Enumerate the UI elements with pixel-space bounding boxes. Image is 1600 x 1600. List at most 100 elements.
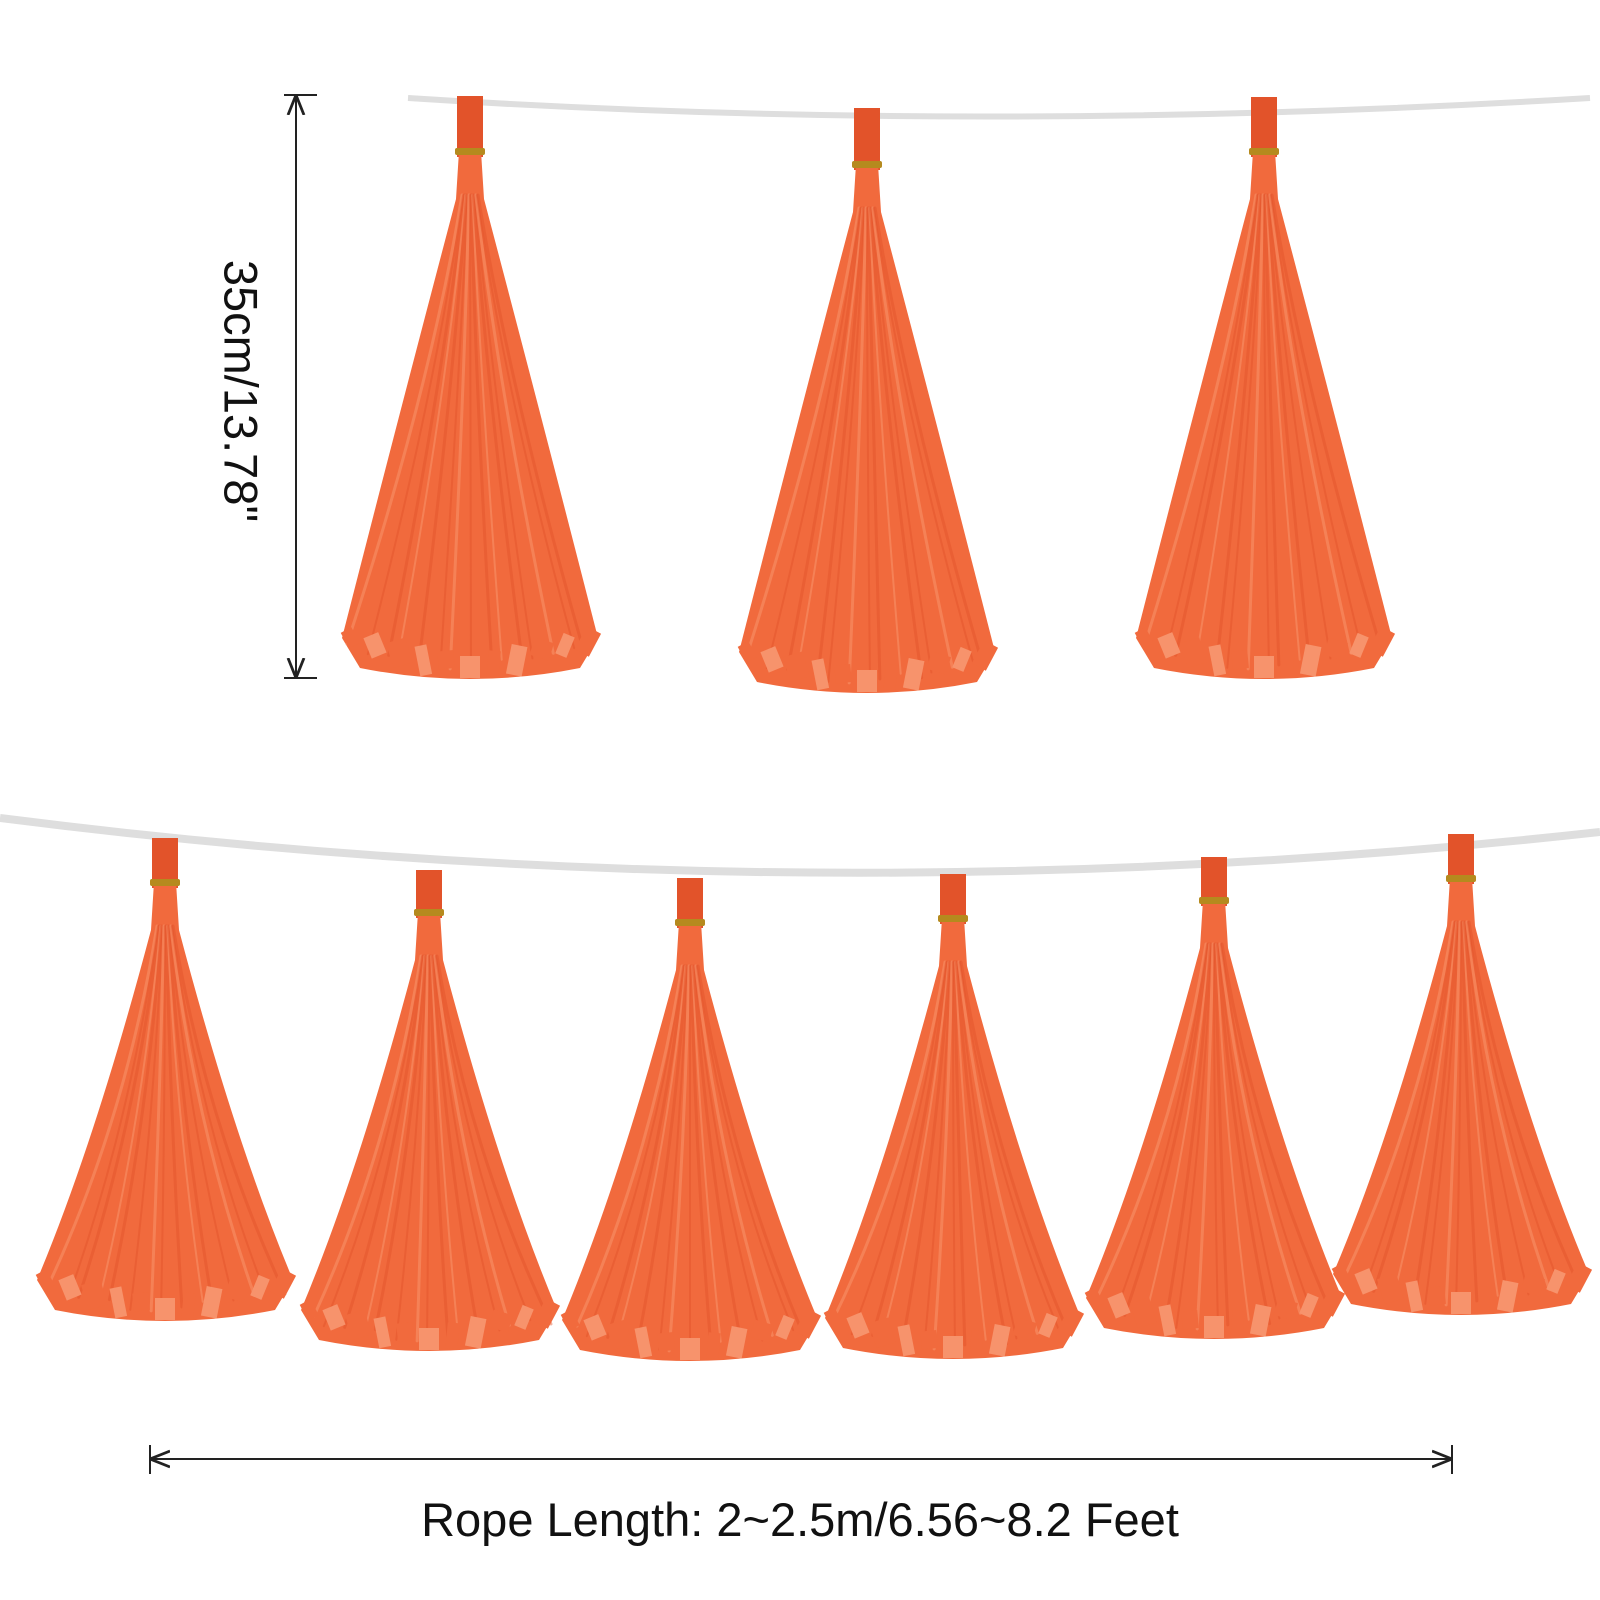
tassel-tip: [902, 658, 925, 691]
tassel-tip: [299, 1299, 319, 1321]
tassel-fringe: [301, 960, 557, 1351]
tassel-tips: [737, 640, 999, 692]
tassel-tips: [823, 1306, 1085, 1358]
tassel-strand: [956, 961, 1018, 1340]
tassel-tip: [437, 650, 455, 670]
tassel-strand: [1393, 921, 1458, 1294]
tassel-strand: [959, 960, 1070, 1334]
tassel: [823, 874, 1085, 1359]
tassel-strand: [430, 955, 459, 1333]
tassel-strand: [954, 960, 1009, 1346]
tassel-strand: [1215, 943, 1250, 1321]
tassel-strand: [364, 955, 426, 1330]
tassel-tip: [414, 644, 433, 677]
tassel-tip: [897, 1324, 916, 1357]
tassel-tab: [1251, 97, 1277, 157]
tassel-strand: [435, 954, 553, 1326]
tassel-tip: [1451, 1292, 1471, 1314]
tassel-strand: [1213, 942, 1230, 1327]
tassel-tip: [857, 670, 877, 692]
tassel-tip: [1520, 1273, 1545, 1297]
tassel-stem: [1250, 151, 1278, 199]
tassel-strand: [585, 965, 685, 1338]
tassel-tips: [299, 1298, 561, 1350]
tassel-tip: [1254, 656, 1274, 678]
gold-clip: [938, 915, 968, 922]
tassel-strand: [850, 961, 948, 1336]
tassel-tips: [1134, 626, 1396, 678]
tassel-strand: [1263, 193, 1281, 667]
tassel-tip: [488, 1309, 513, 1333]
tassel-strand: [46, 924, 159, 1288]
tassel-strand: [373, 954, 428, 1332]
tassel-strand: [1217, 943, 1281, 1320]
tassel-tip: [1230, 1310, 1245, 1338]
tassel-strand: [1215, 193, 1263, 660]
tassel-strand: [473, 194, 534, 660]
tassel-strands: [744, 206, 985, 685]
tassel-tip: [505, 644, 528, 677]
tassel-strand: [1465, 920, 1551, 1291]
tassel-strand: [1175, 943, 1213, 1329]
tassel-strand: [871, 206, 954, 669]
tassel-strand: [872, 207, 975, 664]
gold-clip: [150, 879, 180, 886]
tassel: [1331, 834, 1593, 1315]
tassel-strands: [46, 924, 287, 1313]
tassel-tip: [971, 640, 999, 671]
bottom-garland: [35, 834, 1593, 1361]
tassel-tip: [969, 1330, 984, 1358]
tassel-strand: [471, 193, 525, 666]
tassel-tip: [1158, 1304, 1177, 1337]
tassel-tip: [386, 637, 413, 669]
tassel-tip: [1208, 644, 1227, 677]
tassel-tip: [340, 627, 360, 649]
tassel-strand: [606, 964, 686, 1339]
tassel-tip: [460, 656, 480, 678]
tassel-tip: [269, 1268, 297, 1299]
tassel-strand: [1226, 194, 1263, 669]
gold-clip: [414, 909, 444, 916]
tassel-tip: [883, 664, 898, 692]
tassel-strand: [1362, 921, 1456, 1292]
tassel-tips: [35, 1268, 297, 1320]
tassel-tip: [1204, 1316, 1224, 1338]
tassel-tip: [794, 1308, 822, 1339]
tassel-fringe: [739, 212, 995, 693]
tassel-strand: [1467, 920, 1582, 1290]
tassel-tip: [1181, 1310, 1199, 1330]
tassel-tip: [1368, 626, 1396, 657]
tassel-strand: [881, 961, 950, 1338]
tassel-tip: [1405, 1280, 1424, 1313]
tassel-strand: [693, 965, 764, 1342]
gold-clip: [1199, 897, 1229, 904]
tassel-strand: [1466, 921, 1561, 1286]
tassel-strand: [469, 194, 472, 671]
tassel-strand: [1464, 921, 1530, 1296]
tassel-strand: [1213, 943, 1219, 1331]
tassel-tip: [1299, 1292, 1319, 1318]
tassel-tip: [1428, 1286, 1446, 1306]
tassel-tips: [1084, 1286, 1346, 1338]
tassel-tip: [737, 641, 757, 663]
tassel-strand: [952, 961, 956, 1351]
tassel-tip: [943, 1336, 963, 1358]
tassel-stem: [1447, 878, 1475, 926]
tassel-tip: [1273, 1297, 1298, 1321]
rope-length-label: Rope Length: 2~2.5m/6.56~8.2 Feet: [421, 1493, 1179, 1546]
tassel-strand: [1444, 920, 1462, 1307]
tassel-tip: [920, 1330, 938, 1350]
tassel-strand: [343, 954, 425, 1329]
tassel-stem: [415, 912, 443, 960]
tassel-strand: [397, 194, 467, 658]
tassel-tip: [1180, 637, 1207, 669]
tassel-strand: [1218, 942, 1302, 1315]
tassel-strand: [1265, 194, 1301, 661]
tassel-tip: [1299, 644, 1322, 677]
gold-clip: [1249, 148, 1279, 155]
tassel-strand: [868, 206, 924, 680]
tassel-strand: [322, 955, 424, 1328]
tassel-tip: [1496, 1280, 1519, 1313]
tassel-stem: [1200, 900, 1228, 948]
